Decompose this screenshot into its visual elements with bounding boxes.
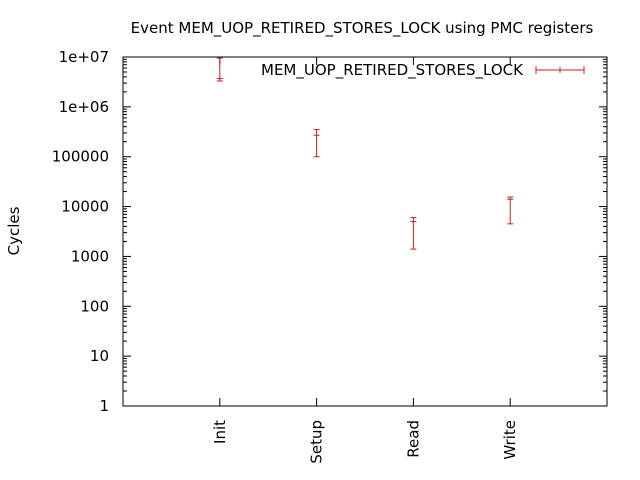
error-bar-read: [410, 217, 417, 250]
chart-title: Event MEM_UOP_RETIRED_STORES_LOCK using …: [131, 19, 594, 38]
plot-frame: [122, 56, 608, 407]
error-bars: [216, 57, 514, 250]
error-bar-setup: [313, 129, 320, 158]
legend-label: MEM_UOP_RETIRED_STORES_LOCK: [261, 61, 524, 80]
x-tick-label: Write: [501, 420, 519, 460]
y-axis-label: Cycles: [5, 206, 23, 255]
x-tick-label: Read: [404, 420, 422, 458]
y-tick-label: 1000: [71, 247, 109, 265]
x-tick-label: Init: [211, 420, 229, 444]
y-tick-label: 10: [90, 347, 109, 365]
error-bar-write: [507, 196, 514, 225]
y-tick-label: 10000: [61, 198, 109, 216]
x-tick-label: Setup: [308, 420, 326, 464]
y-tick-label: 100000: [52, 148, 109, 166]
y-axis-ticks: 1 10 100 1000 10000 100000 1e+06 1e+07: [52, 48, 607, 415]
error-bar-init: [216, 57, 223, 82]
y-tick-label: 100: [80, 297, 109, 315]
y-tick-label: 1: [99, 397, 109, 415]
legend: MEM_UOP_RETIRED_STORES_LOCK: [261, 61, 585, 80]
x-axis-ticks: Init Setup Read Write: [211, 57, 519, 464]
y-tick-label: 1e+07: [59, 48, 109, 66]
y-tick-label: 1e+06: [59, 98, 109, 116]
